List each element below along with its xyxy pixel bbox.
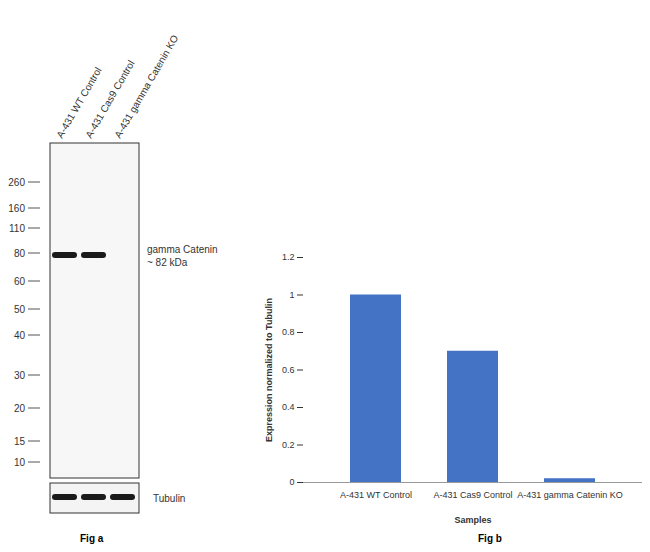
svg-text:A-431 WT Control: A-431 WT Control: [340, 490, 412, 500]
svg-text:A-431 gamma Catenin KO: A-431 gamma Catenin KO: [112, 33, 180, 140]
svg-text:0.8: 0.8: [282, 327, 295, 337]
svg-text:Tubulin: Tubulin: [153, 493, 185, 504]
html-text:Fig b: Fig b: [478, 533, 502, 544]
svg-text:A-431 gamma Catenin KO: A-431 gamma Catenin KO: [517, 490, 623, 500]
svg-text:0: 0: [289, 477, 294, 487]
svg-text:50: 50: [14, 304, 26, 315]
svg-text:Samples: Samples: [454, 515, 491, 525]
svg-text:30: 30: [14, 370, 26, 381]
svg-text:1: 1: [289, 290, 294, 300]
svg-text:110: 110: [9, 223, 25, 234]
svg-text:~ 82 kDa: ~ 82 kDa: [147, 257, 188, 268]
svg-text:160: 160: [8, 203, 25, 214]
svg-text:gamma Catenin: gamma Catenin: [147, 244, 218, 255]
svg-text:A-431 Cas9 Control: A-431 Cas9 Control: [433, 490, 512, 500]
svg-text:0.2: 0.2: [282, 440, 295, 450]
svg-text:A-431 Cas9 Control: A-431 Cas9 Control: [83, 58, 137, 140]
svg-text:60: 60: [14, 276, 26, 287]
svg-text:20: 20: [14, 403, 26, 414]
svg-text:Expression normalized to Tubul: Expression normalized to Tubulin: [264, 298, 274, 442]
svg-text:15: 15: [14, 436, 26, 447]
svg-text:0.4: 0.4: [282, 402, 295, 412]
svg-text:80: 80: [14, 248, 26, 259]
svg-text:A-431 WT Control: A-431 WT Control: [54, 65, 104, 140]
svg-text:40: 40: [14, 330, 26, 341]
html-text:Fig a: Fig a: [80, 533, 104, 544]
svg-text:0.6: 0.6: [282, 365, 295, 375]
svg-text:260: 260: [8, 177, 25, 188]
svg-text:1.2: 1.2: [282, 252, 295, 262]
svg-text:10: 10: [14, 457, 26, 468]
